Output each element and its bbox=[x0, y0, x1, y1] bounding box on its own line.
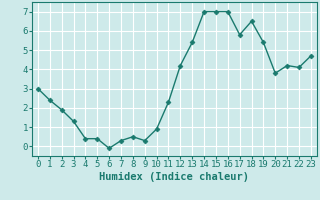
X-axis label: Humidex (Indice chaleur): Humidex (Indice chaleur) bbox=[100, 172, 249, 182]
